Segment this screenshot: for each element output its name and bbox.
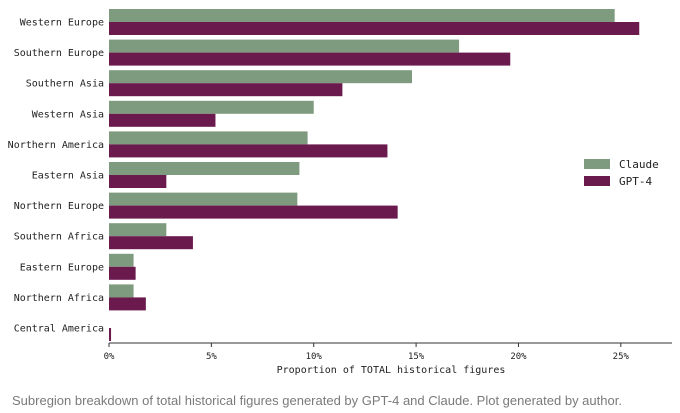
legend-label-claude: Claude: [619, 158, 659, 171]
category-label-3: Western Asia: [32, 109, 104, 120]
legend: Claude GPT-4: [584, 158, 659, 188]
x-tick-label-0: 0%: [104, 352, 115, 362]
bar-claude-7: [109, 223, 166, 236]
bar-claude-6: [109, 193, 297, 206]
category-label-10: Central America: [14, 324, 104, 335]
bar-claude-3: [109, 101, 314, 114]
legend-label-gpt-4: GPT-4: [619, 175, 652, 188]
bar-gpt-4-2: [109, 83, 342, 96]
category-label-9: Northern Africa: [14, 293, 104, 304]
figure-caption: Subregion breakdown of total historical …: [12, 393, 622, 408]
bar-gpt-4-0: [109, 22, 639, 35]
bar-gpt-4-9: [109, 297, 146, 310]
x-tick-label-4: 20%: [510, 352, 527, 362]
category-label-5: Eastern Asia: [32, 171, 104, 182]
bar-gpt-4-3: [109, 114, 215, 127]
category-label-1: Southern Europe: [14, 48, 104, 59]
bar-claude-2: [109, 70, 412, 83]
bar-chart: Western Europe Southern Europe Southern As…: [0, 0, 680, 390]
category-label-7: Southern Africa: [14, 232, 104, 243]
bar-gpt-4-1: [109, 53, 510, 66]
category-label-8: Eastern Europe: [20, 262, 104, 273]
category-label-0: Western Europe: [20, 18, 104, 29]
x-tick-label-2: 10%: [306, 352, 323, 362]
bar-gpt-4-8: [109, 267, 136, 280]
category-labels: Western Europe Southern Europe Southern As…: [8, 18, 104, 335]
bar-gpt-4-4: [109, 144, 387, 157]
legend-swatch-claude: [584, 159, 610, 169]
bar-claude-9: [109, 284, 134, 297]
x-axis-label: Proportion of TOTAL historical figures: [277, 365, 506, 376]
legend-swatch-gpt-4: [584, 176, 610, 186]
bars-group: [109, 9, 639, 341]
bar-claude-8: [109, 254, 134, 267]
bar-claude-4: [109, 131, 308, 144]
bar-gpt-4-7: [109, 236, 193, 249]
bar-claude-1: [109, 40, 459, 53]
bar-claude-0: [109, 9, 615, 22]
bar-gpt-4-6: [109, 206, 398, 219]
bar-gpt-4-10: [109, 328, 111, 341]
bar-gpt-4-5: [109, 175, 166, 188]
bar-claude-5: [109, 162, 299, 175]
category-label-2: Southern Asia: [26, 79, 104, 90]
category-label-6: Northern Europe: [14, 201, 104, 212]
x-tick-label-3: 15%: [408, 352, 425, 362]
x-tick-label-5: 25%: [613, 352, 630, 362]
x-ticks: 0% 5% 10% 15% 20% 25%: [104, 343, 630, 362]
category-label-4: Northern America: [8, 140, 104, 151]
x-tick-label-1: 5%: [206, 352, 217, 362]
